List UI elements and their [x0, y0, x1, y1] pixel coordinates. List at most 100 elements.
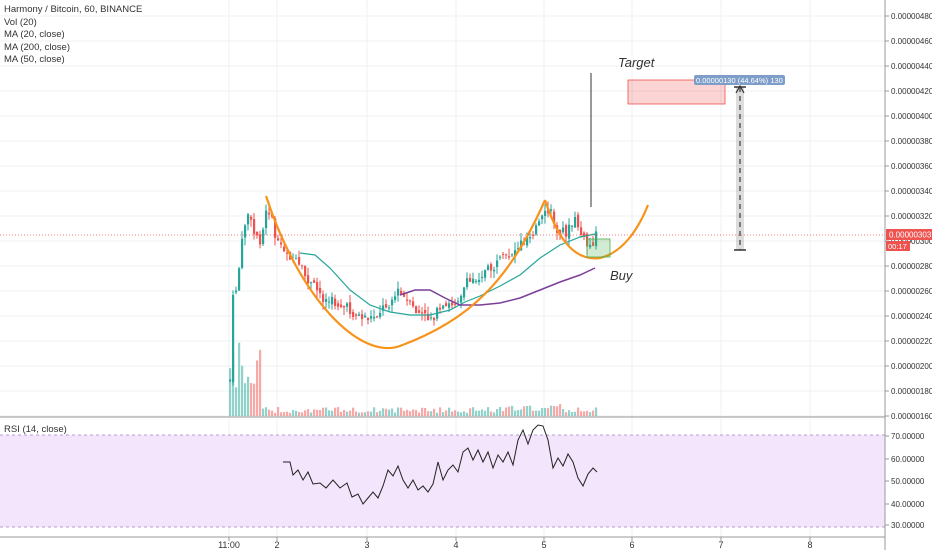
- rsi-axis[interactable]: 70.00000 60.00000 50.00000 40.00000 30.00000: [885, 432, 925, 530]
- volume-bar: [427, 411, 430, 416]
- candle-body: [232, 294, 235, 383]
- volume-bar: [523, 406, 526, 416]
- candle-body: [565, 225, 568, 237]
- candle-body: [307, 275, 310, 284]
- volume-bar: [517, 410, 520, 416]
- price-axis[interactable]: 0.00000480 0.00000460 0.00000440 0.00000420…: [885, 12, 932, 421]
- legend-vol[interactable]: Vol (20): [4, 16, 37, 28]
- time-tick-label: 5: [541, 540, 546, 550]
- candle-body: [310, 282, 313, 284]
- candle-body: [343, 305, 346, 308]
- candle-body: [304, 265, 307, 277]
- time-tick-label: 2: [274, 540, 279, 550]
- candle-body: [394, 296, 397, 300]
- volume-bar: [247, 376, 250, 416]
- legend-ma50[interactable]: MA (50, close): [4, 54, 65, 65]
- measure-range: [736, 87, 744, 250]
- volume-bar: [379, 410, 382, 416]
- rsi-tick-label: 70.00000: [891, 432, 925, 441]
- candle-body: [526, 237, 529, 246]
- volume-bar: [316, 409, 319, 416]
- candle-body: [265, 210, 268, 229]
- price-tick-label: 0.00000460: [891, 37, 932, 46]
- candle-body: [403, 292, 406, 297]
- candle-body: [544, 210, 547, 216]
- candle-body: [274, 218, 277, 238]
- volume-bar: [451, 411, 454, 416]
- volume-bar: [256, 360, 259, 416]
- volume-bar: [376, 412, 379, 416]
- legend-ma200[interactable]: MA (200, close): [4, 41, 70, 53]
- volume-bar: [415, 410, 418, 416]
- rsi-tick-label: 60.00000: [891, 455, 925, 464]
- volume-bar: [229, 368, 232, 416]
- legend-ma20[interactable]: MA (20, close): [4, 29, 65, 40]
- candle-body: [493, 269, 496, 272]
- ma50-line: [399, 267, 596, 306]
- candle-body: [358, 314, 361, 316]
- candle-body: [229, 379, 232, 381]
- volume-bar: [394, 412, 397, 416]
- candle-body: [325, 298, 328, 302]
- candle-body: [427, 313, 430, 321]
- candle-body: [463, 287, 466, 298]
- rsi-legend[interactable]: RSI (14, close): [4, 424, 67, 435]
- candle-body: [433, 317, 436, 321]
- volume-bar: [463, 411, 466, 416]
- candle-body: [367, 317, 370, 321]
- volume-bar: [373, 407, 376, 416]
- candle-body: [553, 211, 556, 224]
- volume-bars: [229, 342, 598, 416]
- volume-bar: [439, 407, 442, 416]
- candle-body: [361, 314, 364, 320]
- volume-bar: [493, 412, 496, 416]
- volume-bar: [469, 408, 472, 416]
- volume-bar: [289, 412, 292, 416]
- candle-body: [583, 232, 586, 237]
- legend-title[interactable]: Harmony / Bitcoin, 60, BINANCE: [4, 4, 143, 15]
- candle-body: [406, 299, 409, 301]
- price-tick-label: 0.00000300: [891, 237, 932, 246]
- buy-zone[interactable]: [586, 238, 611, 258]
- candle-body: [250, 216, 253, 220]
- candle-body: [277, 238, 280, 241]
- candle-body: [592, 242, 595, 246]
- price-tick-label: 0.00000180: [891, 387, 932, 396]
- time-tick-label: 11:00: [218, 540, 240, 550]
- candle-body: [334, 298, 337, 307]
- candle-body: [532, 234, 535, 236]
- price-tick-label: 0.00000400: [891, 112, 932, 121]
- candle-body: [319, 287, 322, 294]
- volume-bar: [550, 405, 553, 416]
- time-axis[interactable]: 11:00 2 3 4 5 6 7 8: [218, 537, 813, 550]
- time-tick-label: 8: [807, 540, 812, 550]
- volume-bar: [310, 412, 313, 416]
- volume-bar: [382, 408, 385, 416]
- candle-body: [283, 246, 286, 252]
- candle-body: [349, 302, 352, 314]
- volume-bar: [313, 409, 316, 416]
- volume-bar: [574, 411, 577, 416]
- candle-body: [397, 288, 400, 296]
- volume-bar: [253, 383, 256, 416]
- volume-bar: [460, 412, 463, 416]
- candle-body: [355, 314, 358, 316]
- volume-bar: [265, 407, 268, 416]
- volume-bar: [511, 405, 514, 416]
- volume-bar: [559, 404, 562, 416]
- volume-bar: [283, 412, 286, 416]
- volume-bar: [490, 411, 493, 416]
- candle-body: [481, 276, 484, 278]
- candle-body: [445, 303, 448, 306]
- volume-bar: [358, 412, 361, 416]
- volume-bar: [397, 407, 400, 416]
- candle-body: [484, 270, 487, 278]
- volume-bar: [448, 407, 451, 416]
- volume-bar: [568, 410, 571, 416]
- price-tick-label: 0.00000420: [891, 87, 932, 96]
- candle-body: [262, 229, 265, 245]
- candle-body: [373, 316, 376, 319]
- candle-body: [496, 260, 499, 267]
- volume-bar: [268, 409, 271, 416]
